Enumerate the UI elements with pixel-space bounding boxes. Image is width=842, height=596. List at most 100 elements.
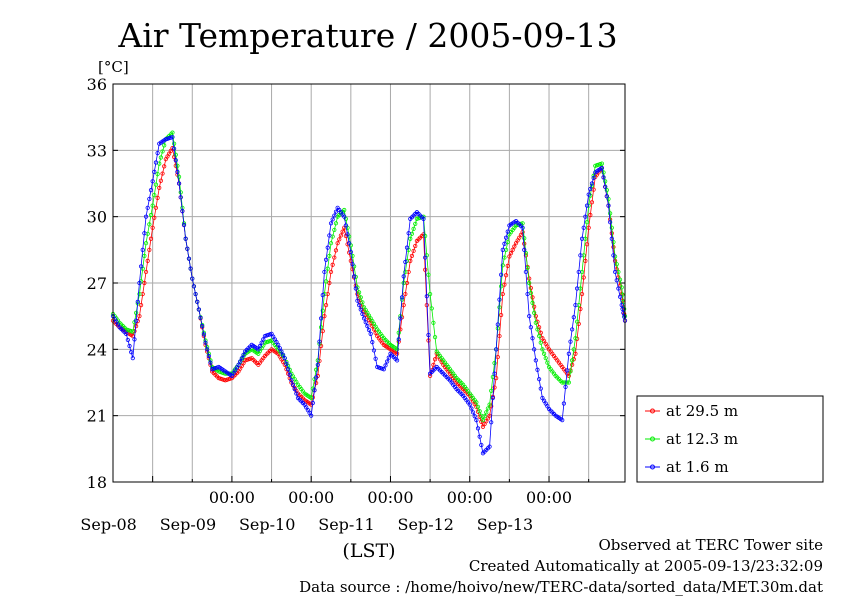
data-point — [432, 357, 438, 362]
data-point — [153, 205, 159, 210]
y-tick-label: 36 — [87, 75, 107, 94]
data-point — [573, 351, 578, 356]
data-point — [340, 229, 345, 234]
data-point — [401, 303, 406, 308]
data-point — [332, 213, 337, 218]
data-point — [429, 306, 434, 311]
data-point — [584, 242, 590, 247]
data-point — [285, 367, 291, 372]
data-point — [421, 216, 426, 221]
data-point — [428, 291, 433, 297]
data-point — [137, 314, 142, 319]
data-point — [566, 351, 571, 356]
x-time-label: 00:00 — [367, 488, 413, 507]
data-point — [152, 193, 157, 198]
data-point — [533, 358, 538, 363]
series-line — [112, 131, 626, 422]
data-point — [160, 149, 165, 154]
data-point — [143, 214, 149, 219]
data-point — [261, 337, 266, 342]
data-point — [499, 312, 504, 318]
legend-label: at 1.6 m — [666, 458, 729, 476]
y-tick-label: 21 — [87, 407, 107, 426]
data-point — [520, 225, 525, 230]
data-point — [586, 225, 591, 230]
data-point — [508, 251, 514, 256]
data-point — [338, 233, 344, 238]
data-point — [236, 362, 241, 367]
data-point — [423, 233, 428, 239]
data-point — [495, 354, 500, 360]
chart-title: Air Temperature / 2005-09-13 — [117, 16, 617, 55]
data-point — [537, 377, 542, 382]
data-point — [317, 339, 322, 344]
x-axis-ticks: Sep-08 00:00 Sep-09 00:00 Sep-10 00:00 Sep-11 0… — [80, 476, 590, 534]
data-point — [432, 335, 438, 340]
data-point — [327, 253, 332, 259]
data-point — [147, 222, 152, 227]
data-point — [142, 253, 147, 259]
data-point — [352, 274, 357, 279]
data-point — [366, 327, 372, 333]
data-point — [148, 188, 154, 193]
data-point — [573, 303, 578, 308]
data-point — [142, 280, 147, 286]
data-point — [489, 420, 494, 425]
data-point — [361, 316, 367, 321]
data-point — [604, 188, 609, 193]
data-point — [406, 231, 411, 236]
data-point — [612, 258, 618, 263]
data-point — [404, 245, 410, 250]
site-note: Observed at TERC Tower site — [598, 536, 823, 554]
data-point — [403, 291, 408, 297]
data-point — [176, 174, 182, 179]
data-point — [545, 360, 550, 365]
data-point — [186, 256, 192, 261]
data-point — [495, 322, 500, 327]
data-point — [487, 444, 492, 449]
data-point — [365, 324, 370, 329]
data-point — [502, 255, 507, 260]
data-point — [208, 360, 213, 365]
data-point — [398, 316, 403, 321]
legend-box — [636, 395, 824, 483]
data-point — [191, 284, 197, 289]
data-point — [620, 292, 625, 297]
data-point — [603, 179, 608, 184]
y-tick-label: 27 — [87, 274, 107, 293]
data-point — [155, 150, 160, 156]
data-point — [256, 347, 261, 352]
y-tick-label: 30 — [87, 208, 107, 227]
data-point — [196, 307, 201, 312]
data-point — [503, 273, 509, 278]
gridlines — [113, 84, 625, 482]
y-axis-unit: [°C] — [98, 58, 129, 76]
data-point — [565, 368, 570, 373]
data-point — [201, 332, 206, 337]
data-point — [134, 318, 139, 323]
data-point — [472, 414, 477, 419]
data-point — [497, 297, 502, 302]
data-point — [385, 359, 390, 364]
data-point — [350, 253, 355, 259]
x-time-label: 00:00 — [526, 488, 572, 507]
data-point — [145, 258, 150, 263]
data-point — [315, 362, 320, 367]
data-point — [327, 280, 332, 286]
data-point — [162, 143, 167, 148]
data-point — [535, 327, 540, 332]
data-point — [570, 327, 575, 332]
data-point — [363, 320, 368, 325]
data-point — [482, 414, 487, 419]
data-point — [505, 229, 510, 234]
data-point — [528, 325, 533, 330]
data-point — [568, 339, 573, 344]
x-date-label: Sep-08 — [80, 515, 136, 534]
data-point — [505, 239, 510, 245]
data-point — [309, 395, 314, 401]
data-point — [333, 209, 339, 214]
data-point — [583, 214, 588, 219]
data-point — [532, 347, 537, 352]
data-point — [614, 262, 619, 267]
data-point — [320, 293, 325, 298]
